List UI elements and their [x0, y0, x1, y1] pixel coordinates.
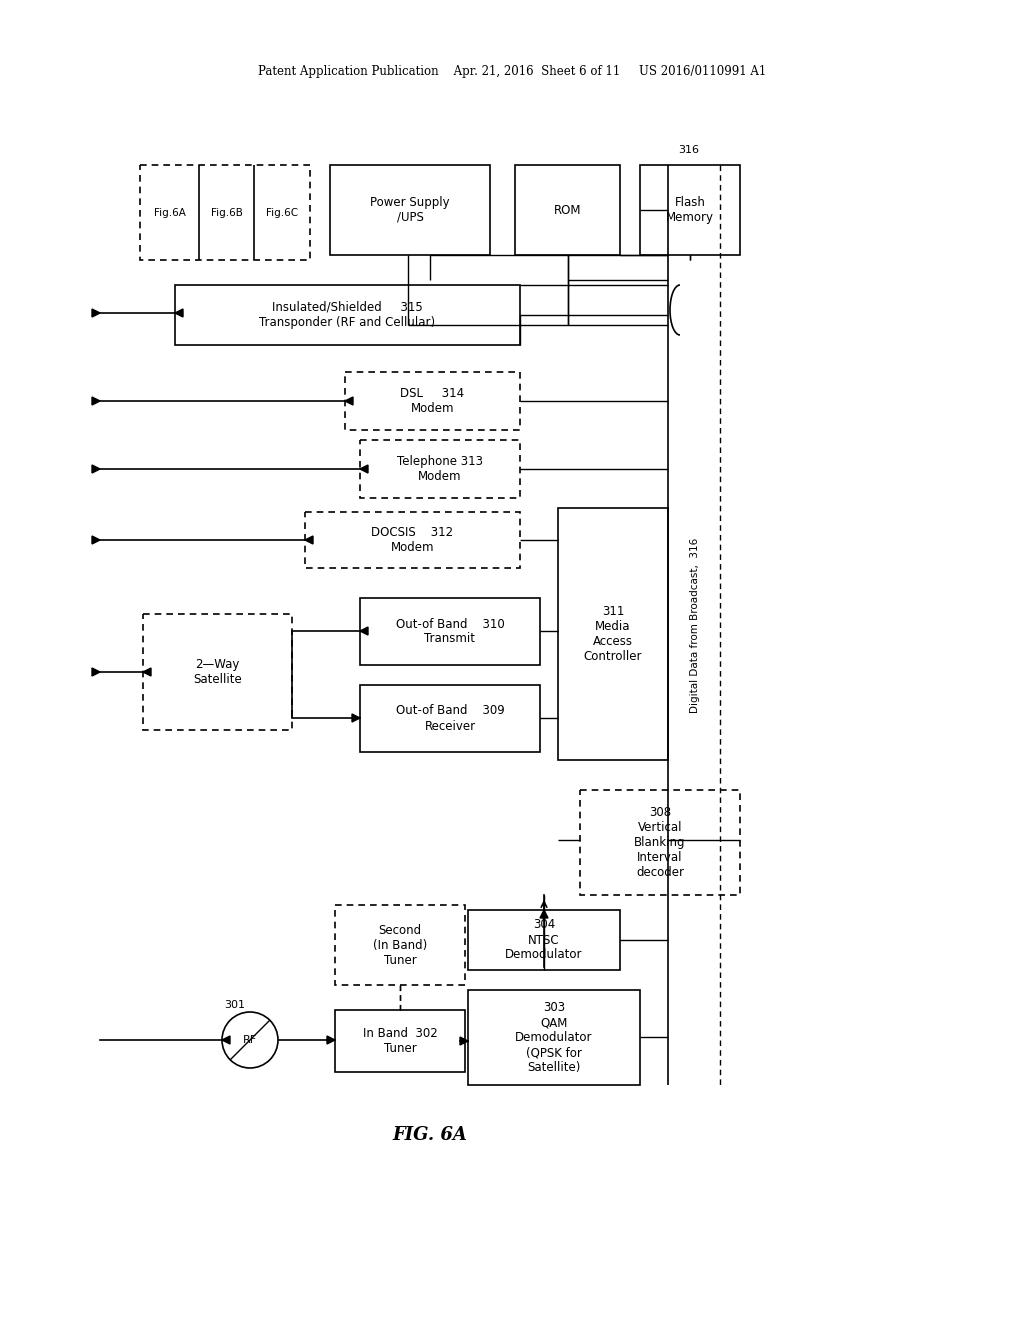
Bar — [360, 440, 520, 498]
Polygon shape — [92, 465, 100, 473]
Text: 304
NTSC
Demodulator: 304 NTSC Demodulator — [505, 919, 583, 961]
Text: 303
QAM
Demodulator
(QPSK for
Satellite): 303 QAM Demodulator (QPSK for Satellite) — [515, 1001, 593, 1074]
Text: Telephone 313
Modem: Telephone 313 Modem — [397, 455, 483, 483]
Bar — [515, 165, 620, 255]
Bar — [305, 512, 520, 568]
Bar — [335, 906, 465, 985]
Bar — [175, 285, 520, 345]
Polygon shape — [360, 627, 368, 635]
Bar — [580, 789, 740, 895]
Text: In Band  302
Tuner: In Band 302 Tuner — [362, 1027, 437, 1055]
Polygon shape — [345, 397, 353, 405]
Text: Fig.6B: Fig.6B — [211, 207, 243, 218]
Bar — [468, 909, 620, 970]
Polygon shape — [327, 1036, 335, 1044]
Text: 311
Media
Access
Controller: 311 Media Access Controller — [584, 605, 642, 663]
Bar — [360, 598, 540, 665]
Text: 2—Way
Satellite: 2—Way Satellite — [194, 657, 242, 686]
Polygon shape — [175, 309, 183, 317]
Text: Insulated/Shielded     315
Transponder (RF and Cellular): Insulated/Shielded 315 Transponder (RF a… — [259, 301, 435, 329]
Polygon shape — [460, 1038, 468, 1045]
Bar — [360, 685, 540, 752]
Circle shape — [222, 1012, 278, 1068]
Text: DSL     314
Modem: DSL 314 Modem — [400, 387, 465, 414]
Polygon shape — [92, 397, 100, 405]
Text: Fig.6A: Fig.6A — [154, 207, 185, 218]
Text: Flash
Memory: Flash Memory — [666, 195, 714, 224]
Bar — [143, 614, 292, 730]
Bar — [345, 372, 520, 430]
Text: 308
Vertical
Blanking
Interval
decoder: 308 Vertical Blanking Interval decoder — [634, 807, 686, 879]
Text: DOCSIS    312
Modem: DOCSIS 312 Modem — [372, 525, 454, 554]
Bar — [335, 1010, 465, 1072]
Text: 301: 301 — [224, 1001, 246, 1010]
Bar — [558, 508, 668, 760]
Polygon shape — [305, 536, 313, 544]
Bar — [468, 990, 640, 1085]
Polygon shape — [540, 909, 548, 917]
Text: Power Supply
/UPS: Power Supply /UPS — [371, 195, 450, 224]
Text: Out-of Band    309
Receiver: Out-of Band 309 Receiver — [395, 705, 505, 733]
Bar — [140, 165, 310, 260]
Text: Patent Application Publication    Apr. 21, 2016  Sheet 6 of 11     US 2016/01109: Patent Application Publication Apr. 21, … — [258, 66, 766, 78]
Polygon shape — [360, 465, 368, 473]
Polygon shape — [92, 309, 100, 317]
Text: FIG. 6A: FIG. 6A — [392, 1126, 468, 1144]
Text: Fig.6C: Fig.6C — [266, 207, 298, 218]
Text: Digital Data from Broadcast,  316: Digital Data from Broadcast, 316 — [690, 537, 700, 713]
Polygon shape — [352, 714, 360, 722]
Polygon shape — [143, 668, 151, 676]
Text: ROM: ROM — [554, 203, 582, 216]
Text: RF: RF — [243, 1035, 257, 1045]
Bar — [330, 165, 490, 255]
Text: Out-of Band    310
Transmit: Out-of Band 310 Transmit — [395, 618, 505, 645]
Polygon shape — [92, 536, 100, 544]
Text: 316: 316 — [678, 145, 699, 154]
Polygon shape — [222, 1036, 230, 1044]
Text: Second
(In Band)
Tuner: Second (In Band) Tuner — [373, 924, 427, 966]
Bar — [640, 165, 740, 255]
Polygon shape — [92, 668, 100, 676]
